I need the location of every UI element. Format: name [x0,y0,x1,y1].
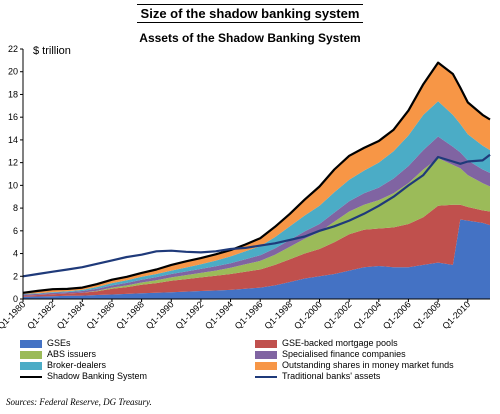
area-specialised-finance-companies [23,136,490,296]
y-tick-label: 16 [8,112,18,122]
y-tick-label: 4 [13,249,18,259]
source-note: Sources: Federal Reserve, DG Treasury. [6,397,152,407]
stacked-areas [23,62,490,299]
legend-item-shadow-banking-system: Shadow Banking System [20,371,255,382]
y-tick-label: 8 [13,203,18,213]
legend-item-gse-backed-mortgage-pools: GSE-backed mortgage pools [255,338,490,349]
y-tick-label: 10 [8,180,18,190]
x-tick-label: Q1-2006 [381,299,413,331]
chart-axes [20,48,490,302]
legend-label: Shadow Banking System [47,371,148,381]
x-tick-label: Q1-1994 [203,299,235,331]
legend-label: Specialised finance companies [282,349,406,359]
x-tick-label: Q1-2000 [292,299,324,331]
x-tick-label: Q1-2002 [322,299,354,331]
legend-swatch [20,339,42,348]
y-axis-label: $ trillion [33,45,71,57]
area-broker-dealers [23,101,490,295]
area-gse-backed-mortgage-pools [23,204,490,297]
y-tick-label: 18 [8,89,18,99]
x-tick-label: Q1-1990 [144,299,176,331]
y-tick-label: 22 [8,44,18,54]
x-tick-label: Q1-2010 [440,299,472,331]
legend-item-gses: GSEs [20,338,255,349]
legend-item-traditional-banks-assets: Traditional banks' assets [255,371,490,382]
legend-item-money-market-funds: Outstanding shares in money market funds [255,360,490,371]
x-tick-labels: Q1-1980Q1-1982Q1-1984Q1-1986Q1-1988Q1-19… [0,299,472,331]
chart-title: Size of the shadow banking system [0,4,500,23]
legend-item-abs-issuers: ABS issuers [20,349,255,360]
line-series [22,61,491,294]
legend-swatch [255,361,277,370]
x-tick-label: Q1-1982 [25,299,57,331]
y-tick-label: 0 [13,294,18,304]
legend: GSEs GSE-backed mortgage pools ABS issue… [20,338,490,382]
area-abs-issuers [23,158,490,296]
y-tick-label: 12 [8,158,18,168]
legend-swatch [20,350,42,359]
legend-swatch [255,339,277,348]
legend-item-specialised-finance-companies: Specialised finance companies [255,349,490,360]
y-tick-labels: 0 2 4 6 8 10 12 14 16 18 20 22 [8,44,18,304]
legend-label: GSE-backed mortgage pools [282,338,398,348]
x-tick-label: Q1-1980 [0,299,27,331]
x-tick-label: Q1-1984 [55,299,87,331]
legend-label: GSEs [47,338,71,348]
y-tick-label: 20 [8,67,18,77]
area-outstanding-shares-in-money-market-funds [23,62,490,294]
x-tick-label: Q1-1988 [114,299,146,331]
legend-label: Traditional banks' assets [282,371,381,381]
legend-line-swatch [20,375,42,378]
line-traditional-banks-assets [22,153,491,278]
legend-label: ABS issuers [47,349,97,359]
x-tick-label: Q1-1992 [173,299,205,331]
y-tick-label: 6 [13,226,18,236]
y-tick-label: 14 [8,135,18,145]
legend-item-broker-dealers: Broker-dealers [20,360,255,371]
area-gses [23,219,490,299]
x-tick-label: Q1-1986 [85,299,117,331]
x-tick-label: Q1-1998 [262,299,294,331]
legend-swatch [255,350,277,359]
x-tick-label: Q1-2008 [411,299,443,331]
legend-label: Broker-dealers [47,360,107,370]
legend-swatch [20,361,42,370]
legend-line-swatch [255,375,277,378]
x-tick-label: Q1-2004 [351,299,383,331]
chart-subtitle: Assets of the Shadow Banking System [139,31,361,45]
legend-label: Outstanding shares in money market funds [282,360,454,370]
y-tick-label: 2 [13,271,18,281]
x-tick-label: Q1-1996 [233,299,265,331]
line-shadow-banking-system [22,61,491,294]
